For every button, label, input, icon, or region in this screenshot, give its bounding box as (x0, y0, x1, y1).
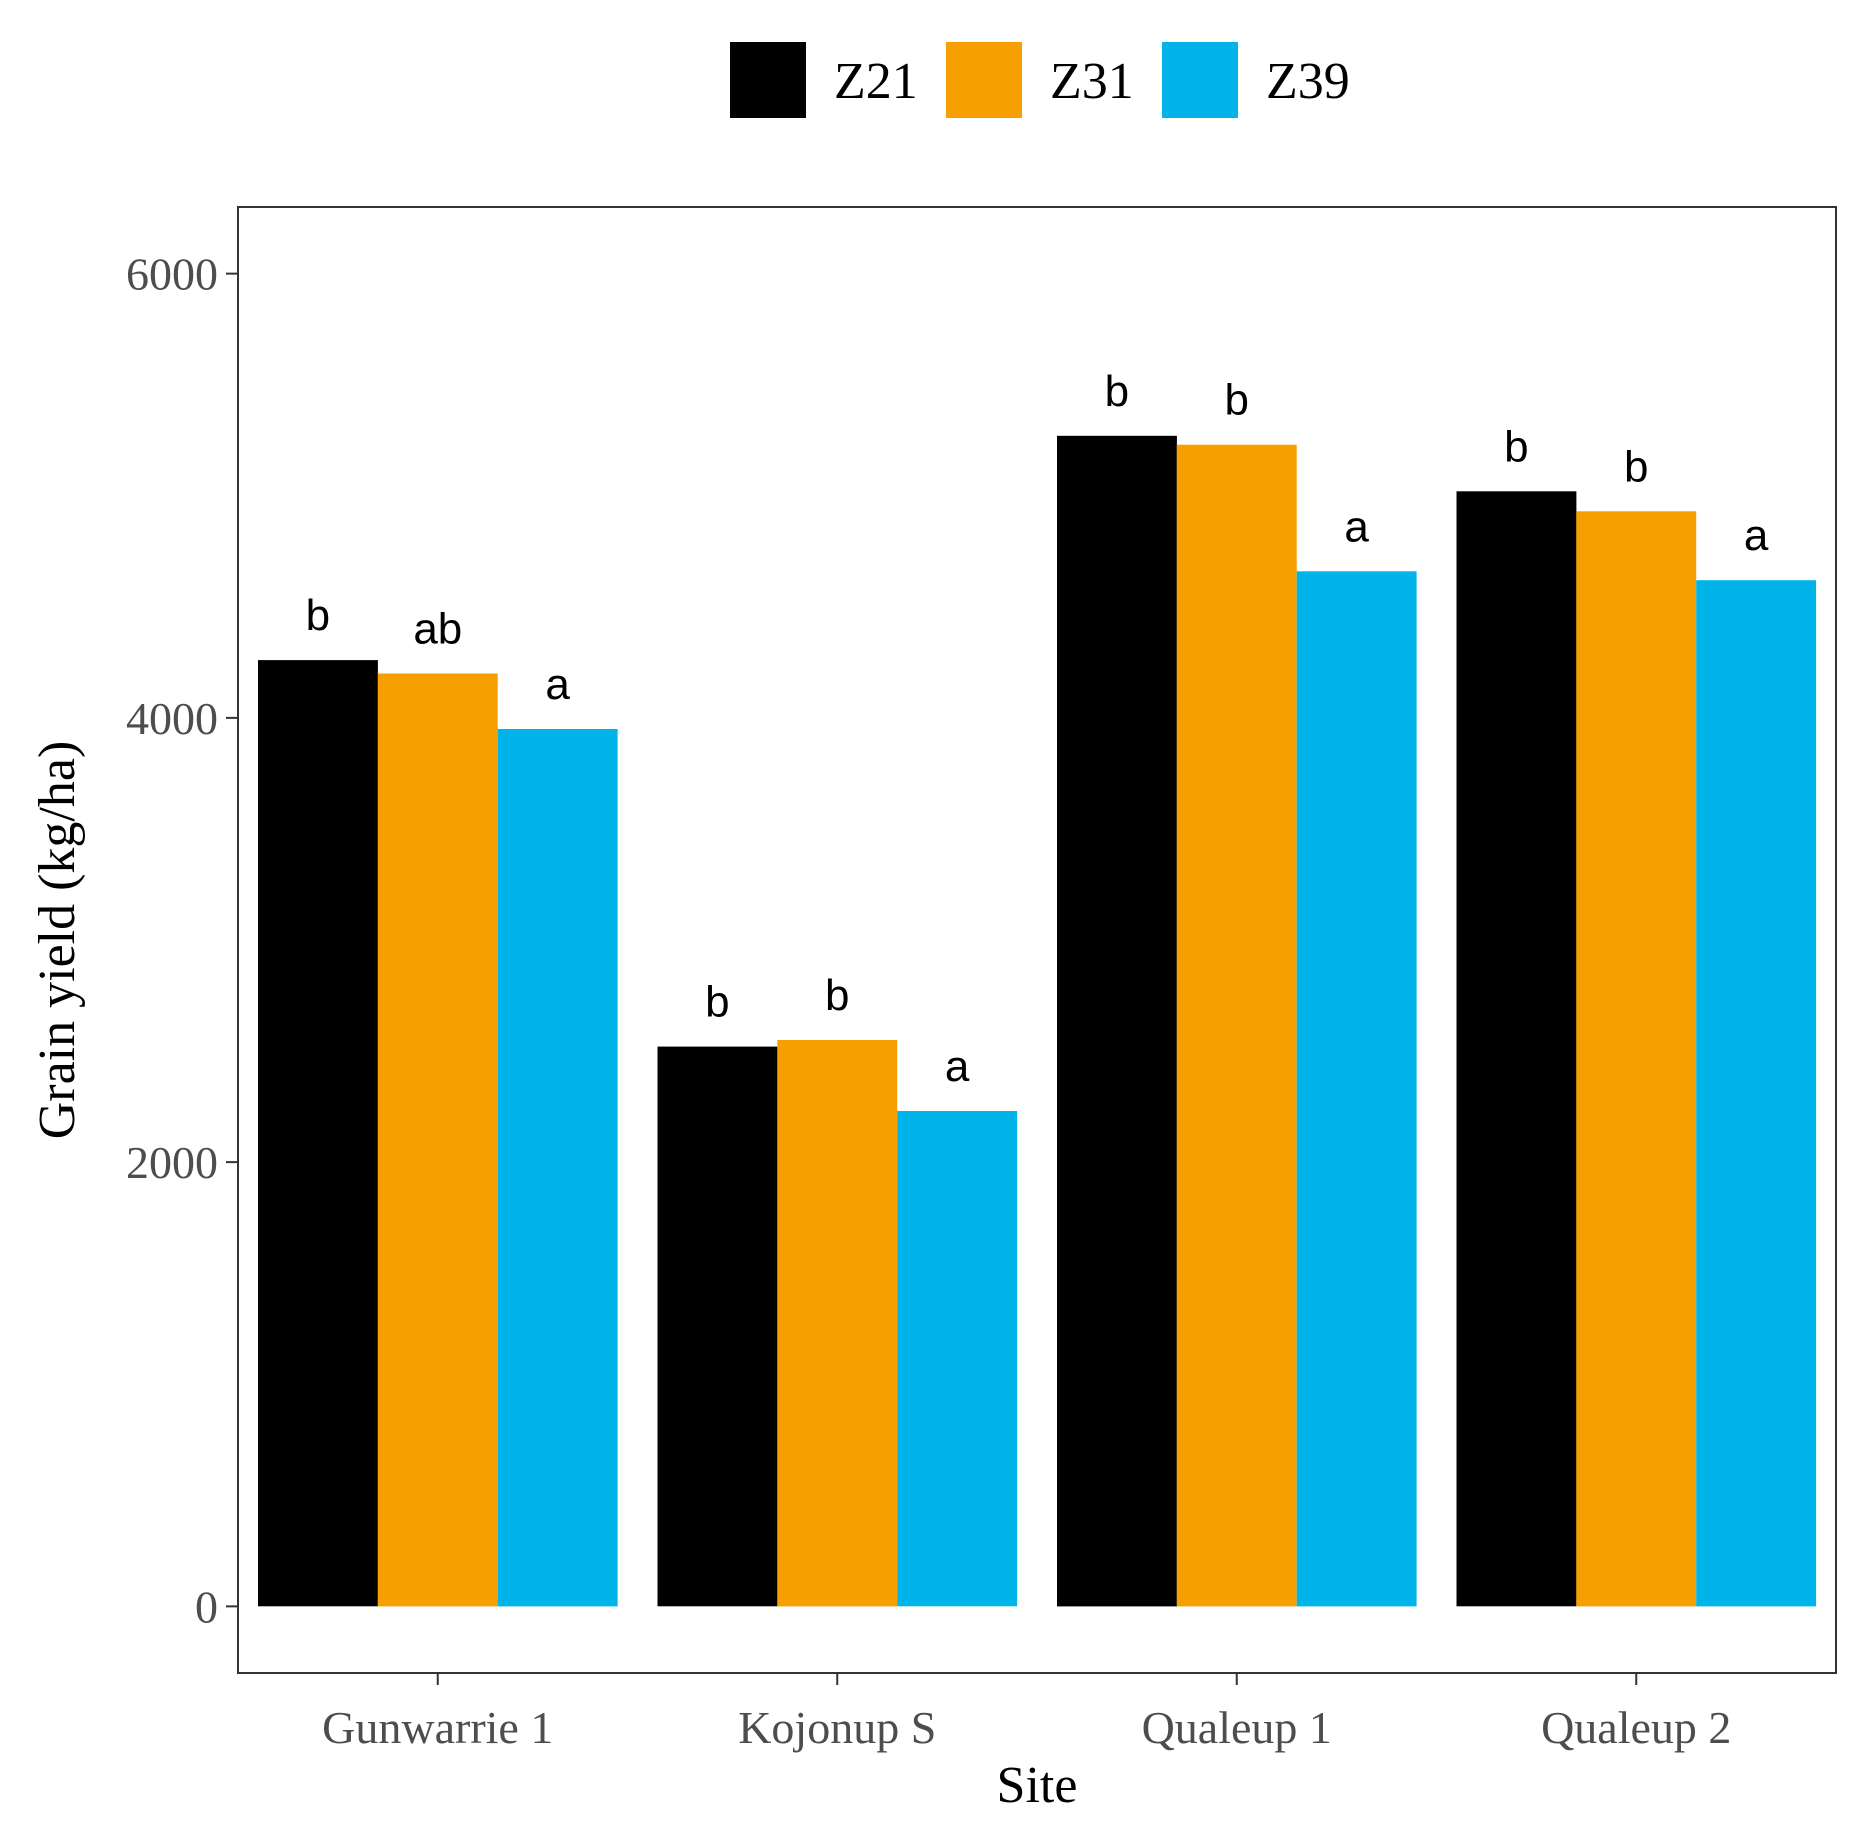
sig-label-qualeup-1-z39: a (1344, 502, 1369, 551)
sig-label-gunwarrie-1-z21: b (306, 591, 330, 640)
sig-label-kojonup-s-z31: b (825, 971, 849, 1020)
sig-label-qualeup-1-z21: b (1105, 367, 1129, 416)
bar-kojonup-s-z31 (777, 1040, 898, 1607)
legend-label-z31: Z31 (1050, 53, 1134, 110)
sig-label-qualeup-1-z31: b (1224, 376, 1248, 425)
sig-label-qualeup-2-z21: b (1504, 422, 1528, 471)
plot-panel (237, 206, 1837, 1674)
bar-kojonup-s-z39 (897, 1111, 1018, 1607)
sig-label-gunwarrie-1-z31: ab (413, 605, 462, 654)
legend-label-z39: Z39 (1266, 53, 1350, 110)
x-tick-label: Kojonup S (738, 1702, 936, 1753)
bar-qualeup-2-z39 (1696, 580, 1817, 1607)
legend-swatch-z31 (946, 42, 1022, 118)
bar-gunwarrie-1-z39 (497, 729, 618, 1607)
sig-label-qualeup-2-z39: a (1744, 511, 1769, 560)
sig-label-kojonup-s-z21: b (705, 978, 729, 1027)
sig-label-qualeup-2-z31: b (1624, 442, 1648, 491)
x-tick-label: Qualeup 1 (1142, 1702, 1332, 1753)
x-axis: Gunwarrie 1 Kojonup S Qualeup 1 Qualeup 2 (322, 1673, 1731, 1753)
sig-label-gunwarrie-1-z39: a (545, 660, 570, 709)
y-tick-label: 6000 (126, 249, 218, 300)
y-tick-label: 4000 (126, 693, 218, 744)
x-axis-title: Site (997, 1757, 1078, 1814)
legend: Z21 Z31 Z39 (730, 42, 1350, 118)
bars (258, 435, 1817, 1607)
bar-qualeup-1-z21 (1057, 435, 1177, 1607)
bar-gunwarrie-1-z31 (377, 673, 498, 1607)
bar-gunwarrie-1-z21 (258, 660, 378, 1607)
bar-kojonup-s-z21 (657, 1046, 778, 1607)
legend-swatch-z21 (730, 42, 806, 118)
x-tick-label: Qualeup 2 (1541, 1702, 1731, 1753)
x-tick-label: Gunwarrie 1 (322, 1702, 553, 1753)
bar-qualeup-2-z31 (1576, 511, 1697, 1607)
y-axis: 0 2000 4000 6000 (126, 249, 238, 1632)
y-tick-label: 2000 (126, 1137, 218, 1188)
bar-qualeup-1-z31 (1176, 444, 1297, 1607)
bar-qualeup-1-z39 (1296, 571, 1417, 1607)
y-axis-title: Grain yield (kg/ha) (29, 741, 86, 1140)
legend-swatch-z39 (1162, 42, 1238, 118)
y-tick-label: 0 (195, 1581, 218, 1632)
bar-qualeup-2-z21 (1456, 491, 1577, 1607)
sig-label-kojonup-s-z39: a (945, 1042, 970, 1091)
legend-label-z21: Z21 (834, 53, 918, 110)
